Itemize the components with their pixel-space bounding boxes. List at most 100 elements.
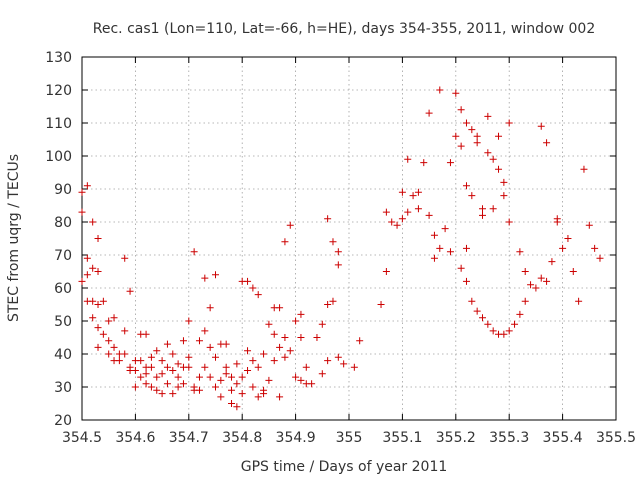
data-point — [302, 363, 310, 371]
y-tick-label: 70 — [54, 248, 72, 264]
data-point — [324, 357, 332, 365]
data-point — [553, 215, 561, 223]
x-tick-label: 355.4 — [543, 430, 583, 446]
data-point — [382, 208, 390, 216]
data-point — [142, 330, 150, 338]
data-point — [105, 317, 113, 325]
data-point — [462, 119, 470, 127]
data-point — [414, 205, 422, 213]
x-tick-label: 355.2 — [436, 430, 476, 446]
data-point — [265, 376, 273, 384]
data-point — [126, 287, 134, 295]
data-point — [217, 393, 225, 401]
data-point — [233, 360, 241, 368]
data-point — [334, 261, 342, 269]
data-point — [479, 205, 486, 213]
data-point — [452, 132, 460, 140]
data-point — [286, 221, 294, 229]
data-point — [185, 353, 193, 361]
data-point — [297, 376, 305, 384]
y-tick-label: 80 — [54, 215, 72, 231]
data-point — [457, 142, 465, 150]
data-point — [254, 363, 262, 371]
data-point — [468, 297, 476, 305]
data-point — [356, 337, 364, 345]
y-axis-label: STEC from uqrg / TECUs — [6, 154, 22, 322]
data-point — [110, 314, 118, 322]
data-point — [495, 165, 503, 173]
data-point — [281, 353, 289, 361]
data-point — [206, 373, 214, 381]
data-point — [473, 139, 481, 147]
data-point — [500, 178, 508, 186]
data-point — [281, 334, 289, 341]
data-point — [318, 320, 326, 328]
data-point — [484, 320, 492, 328]
x-tick-label: 354.9 — [276, 430, 316, 446]
data-point — [479, 314, 486, 322]
x-axis-label: GPS time / Days of year 2011 — [241, 459, 448, 475]
data-point — [169, 390, 177, 398]
x-tick-label: 354.8 — [222, 430, 262, 446]
x-tick-label: 354.6 — [115, 430, 155, 446]
data-point — [479, 211, 486, 219]
y-tick-label: 20 — [54, 413, 72, 429]
data-point — [324, 301, 332, 308]
data-point — [185, 363, 193, 371]
data-point — [217, 376, 225, 384]
data-point — [254, 291, 262, 299]
data-point — [190, 386, 198, 394]
data-point — [297, 310, 305, 318]
data-point — [484, 112, 492, 120]
data-point — [169, 350, 177, 358]
data-point — [441, 225, 449, 233]
data-point — [500, 192, 508, 200]
data-point — [163, 363, 171, 371]
data-point — [228, 400, 236, 407]
data-point — [83, 182, 91, 190]
data-point — [174, 373, 182, 381]
data-point — [105, 337, 113, 345]
data-point — [420, 159, 428, 167]
data-point — [78, 208, 86, 216]
data-point — [265, 320, 273, 328]
y-tick-label: 90 — [54, 182, 72, 198]
data-point — [254, 393, 262, 401]
data-point — [377, 301, 385, 308]
data-point — [212, 383, 219, 391]
data-point — [425, 211, 433, 219]
y-axis-tick-labels: 20 30 40 50 60 70 80 90 100 110 120 130 — [45, 50, 72, 429]
data-point — [89, 218, 97, 226]
data-point — [446, 248, 454, 256]
data-point — [222, 370, 230, 378]
data-point — [286, 347, 294, 355]
data-point — [131, 383, 139, 391]
data-point — [569, 268, 577, 275]
data-point — [302, 380, 310, 388]
data-point — [260, 386, 268, 394]
data-point — [238, 373, 246, 381]
data-point — [281, 238, 289, 246]
data-point — [484, 149, 492, 157]
data-point — [276, 304, 284, 312]
data-point — [153, 373, 161, 381]
data-point — [457, 264, 465, 272]
data-point — [228, 386, 236, 394]
data-point — [473, 132, 481, 140]
data-point — [521, 268, 529, 275]
data-point — [233, 380, 241, 388]
data-point — [174, 383, 182, 391]
data-point — [110, 343, 118, 351]
data-point — [537, 274, 545, 282]
data-point — [94, 268, 102, 275]
data-point — [190, 248, 198, 256]
data-point — [238, 390, 246, 398]
data-point — [94, 235, 102, 242]
data-point — [489, 205, 497, 213]
data-point — [233, 403, 241, 411]
data-point — [436, 244, 444, 252]
data-point — [559, 244, 567, 252]
data-point — [228, 373, 236, 381]
data-point — [334, 248, 342, 256]
data-point — [318, 370, 326, 378]
